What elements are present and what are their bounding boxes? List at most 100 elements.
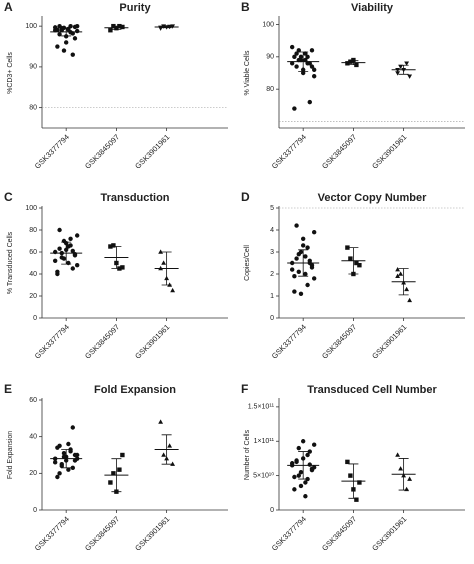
y-tick-label: 0 [270, 315, 274, 322]
sd-bar [398, 64, 409, 75]
data-point [407, 476, 413, 481]
panel-title: Fold Expansion [94, 384, 176, 396]
panel-label: F [241, 382, 248, 396]
data-point [294, 223, 299, 228]
x-tick-label: GSK3845097 [320, 132, 358, 170]
data-point [74, 28, 80, 34]
data-point [120, 452, 125, 458]
data-point [70, 31, 75, 36]
data-point [395, 452, 401, 457]
sd-bar [161, 25, 172, 29]
data-point [120, 24, 125, 30]
panel-title: Vector Copy Number [318, 192, 428, 204]
data-point [303, 271, 308, 277]
data-point [52, 258, 58, 263]
data-point [68, 243, 73, 248]
data-point [294, 64, 299, 69]
data-point [296, 251, 301, 257]
y-tick-label: 5 [270, 205, 274, 212]
data-point [300, 243, 306, 248]
data-point [298, 469, 304, 475]
data-point [398, 64, 404, 70]
data-point [66, 260, 71, 266]
x-tick-label: GSK3901961 [133, 132, 171, 170]
sd-bar [61, 449, 72, 469]
data-point [72, 452, 78, 458]
data-point [303, 51, 308, 56]
data-point [307, 61, 312, 66]
data-point [61, 450, 67, 456]
data-point [57, 471, 62, 476]
data-point [167, 443, 173, 448]
panel-label: A [4, 0, 13, 14]
data-point [398, 271, 404, 276]
y-tick-label: 60 [29, 249, 37, 256]
data-point [292, 106, 297, 111]
data-point [298, 57, 304, 63]
data-point [296, 473, 301, 478]
data-point [303, 57, 308, 63]
data-point [111, 243, 116, 248]
y-tick-label: 100 [25, 23, 37, 30]
x-tick-label: GSK3377794 [33, 132, 71, 170]
sd-bar [298, 51, 309, 72]
data-point [311, 67, 317, 72]
y-tick-label: 1×10¹¹ [254, 438, 275, 445]
y-tick-label: 80 [29, 227, 37, 234]
data-point [307, 99, 312, 105]
data-point [55, 269, 60, 274]
sd-bar [348, 463, 359, 499]
sd-bar [61, 27, 72, 37]
data-point [407, 297, 413, 303]
data-point [68, 236, 73, 241]
sd-bar [348, 60, 359, 65]
y-tick-label: 1 [270, 293, 274, 300]
y-tick-label: 5×10¹⁰ [253, 471, 274, 479]
y-axis-label: Copies/Cell [244, 245, 251, 281]
data-point [395, 273, 401, 278]
data-point [57, 227, 62, 233]
data-point [70, 52, 75, 57]
panel-title: Viability [351, 2, 394, 14]
data-point [289, 461, 295, 466]
data-point [170, 287, 176, 293]
y-tick-label: 60 [29, 397, 37, 404]
data-point [57, 246, 62, 251]
data-point [345, 245, 350, 250]
data-point [292, 54, 297, 60]
data-point [161, 452, 167, 457]
data-point [66, 467, 71, 472]
data-point [61, 454, 67, 460]
y-tick-label: 80 [29, 104, 37, 111]
data-point [57, 23, 62, 29]
data-point [305, 245, 310, 250]
data-point [296, 269, 301, 274]
y-tick-label: 3 [270, 249, 274, 256]
panel-title: Transduction [100, 192, 169, 204]
data-point [70, 425, 75, 430]
data-point [61, 48, 67, 53]
data-point [72, 24, 78, 30]
data-point [108, 28, 113, 33]
data-point [298, 291, 304, 296]
data-point [55, 474, 60, 480]
data-point [311, 442, 317, 447]
data-point [305, 282, 310, 288]
data-point [307, 462, 312, 467]
y-tick-label: 2 [270, 271, 274, 278]
data-point [311, 276, 317, 281]
data-point [59, 463, 64, 469]
data-point [294, 51, 299, 56]
data-point [294, 256, 299, 261]
y-axis-label: % Viable Cells [244, 50, 251, 96]
data-point [345, 459, 350, 465]
y-tick-label: 90 [266, 54, 274, 61]
panel-label: B [241, 0, 250, 14]
data-point [300, 236, 306, 242]
data-point [292, 274, 297, 279]
data-point [296, 48, 301, 53]
data-point [307, 449, 312, 454]
data-point [289, 267, 295, 272]
data-point [404, 286, 410, 292]
